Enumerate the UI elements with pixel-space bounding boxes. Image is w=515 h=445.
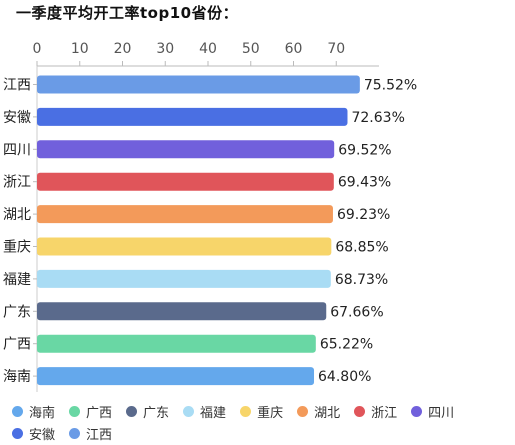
x-tick-label: 0 (33, 41, 42, 57)
category-label: 广东 (3, 304, 31, 320)
value-label: 72.63% (351, 110, 404, 126)
legend-label: 浙江 (371, 405, 398, 421)
value-label: 69.43% (338, 175, 391, 191)
bar (37, 172, 334, 191)
legend-label: 重庆 (257, 405, 284, 421)
legend-color-dot (297, 405, 309, 417)
category-label: 江西 (3, 78, 31, 94)
legend-color-dot (183, 405, 195, 417)
bar (37, 107, 348, 126)
legend-item[interactable]: 重庆 (240, 402, 283, 421)
bar (37, 269, 331, 288)
legend-label: 湖北 (314, 405, 341, 421)
legend-label: 海南 (29, 405, 56, 421)
bar (37, 205, 333, 224)
legend-item[interactable]: 四川 (411, 402, 454, 421)
bar-chart: 0 10 20 30 40 50 60 70 江西 75.52% 安徽 72.63% 四川 69.52% 浙… (3, 41, 417, 392)
value-label: 67.66% (330, 304, 383, 320)
legend-color-dot (354, 405, 366, 417)
x-tick-label: 10 (71, 41, 89, 57)
value-label: 69.52% (338, 142, 391, 158)
category-label: 重庆 (3, 240, 31, 256)
legend-color-dot (12, 427, 23, 439)
legend-item[interactable]: 福建 (183, 402, 226, 421)
bar (37, 334, 316, 353)
legend-label: 广西 (86, 405, 113, 421)
legend-label: 四川 (428, 405, 455, 421)
category-label: 四川 (3, 142, 31, 158)
legend-color-dot (12, 405, 23, 417)
legend-color-dot (69, 405, 81, 417)
x-tick-label: 20 (114, 41, 132, 57)
bar (37, 140, 335, 159)
x-tick-label: 60 (285, 41, 303, 57)
legend-item[interactable]: 广东 (126, 402, 169, 421)
category-label: 广西 (3, 337, 31, 353)
x-tick-label: 50 (242, 41, 260, 57)
legend-color-dot (411, 405, 423, 417)
legend-row: 安徽 江西 (12, 422, 512, 444)
value-label: 64.80% (318, 369, 371, 385)
category-label: 海南 (3, 369, 31, 385)
legend-label: 福建 (200, 405, 227, 421)
chart-title: 一季度平均开工率top10省份： (16, 4, 239, 22)
category-label: 福建 (3, 272, 31, 288)
x-tick-label: 30 (156, 41, 174, 57)
value-label: 75.52% (364, 78, 417, 94)
x-tick-label: 70 (327, 41, 345, 57)
legend-item[interactable]: 海南 (12, 402, 55, 421)
legend: 海南 广西 广东 福建 重庆 湖北 浙江 四川 安徽 江西 (12, 400, 512, 444)
legend-label: 安徽 (29, 427, 56, 443)
value-label: 68.85% (335, 240, 388, 256)
legend-item[interactable]: 湖北 (297, 402, 340, 421)
category-label: 湖北 (3, 207, 31, 223)
legend-item[interactable]: 江西 (69, 424, 112, 443)
bar (37, 367, 315, 386)
legend-color-dot (240, 405, 252, 417)
legend-row: 海南 广西 广东 福建 重庆 湖北 浙江 四川 (12, 400, 512, 422)
legend-label: 江西 (86, 427, 113, 443)
legend-label: 广东 (143, 405, 170, 421)
x-tick-label: 40 (199, 41, 217, 57)
category-label: 浙江 (3, 175, 31, 191)
legend-item[interactable]: 浙江 (354, 402, 397, 421)
value-label: 69.23% (337, 207, 390, 223)
value-label: 68.73% (335, 272, 388, 288)
legend-color-dot (69, 427, 81, 439)
legend-color-dot (126, 405, 138, 417)
legend-item[interactable]: 广西 (69, 402, 112, 421)
legend-item[interactable]: 安徽 (12, 424, 55, 443)
bar (37, 302, 327, 321)
bar (37, 75, 360, 94)
category-label: 安徽 (3, 110, 31, 126)
bar (37, 237, 332, 256)
value-label: 65.22% (320, 337, 373, 353)
